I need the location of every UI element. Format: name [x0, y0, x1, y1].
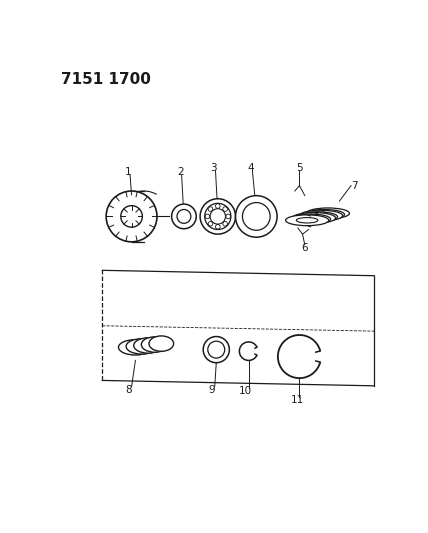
Ellipse shape	[292, 213, 336, 223]
Text: 6: 6	[301, 243, 308, 253]
Ellipse shape	[119, 340, 152, 355]
Text: 4: 4	[248, 163, 254, 173]
Ellipse shape	[300, 210, 342, 221]
Ellipse shape	[306, 208, 350, 219]
Ellipse shape	[106, 191, 157, 242]
Text: 8: 8	[125, 385, 132, 394]
Ellipse shape	[141, 337, 168, 352]
Text: 2: 2	[177, 167, 183, 177]
Ellipse shape	[121, 206, 143, 227]
Text: 3: 3	[211, 163, 217, 173]
Ellipse shape	[303, 215, 325, 221]
Ellipse shape	[242, 203, 270, 230]
Text: 11: 11	[291, 394, 304, 405]
Ellipse shape	[126, 338, 158, 354]
Ellipse shape	[285, 215, 329, 225]
Ellipse shape	[210, 209, 226, 224]
Ellipse shape	[300, 216, 321, 222]
Ellipse shape	[291, 214, 330, 224]
Text: 10: 10	[239, 386, 252, 396]
Ellipse shape	[297, 212, 338, 222]
Ellipse shape	[314, 212, 335, 217]
Ellipse shape	[296, 217, 318, 223]
Ellipse shape	[235, 196, 277, 237]
Text: 7151 1700: 7151 1700	[61, 71, 151, 87]
Ellipse shape	[200, 199, 235, 234]
Ellipse shape	[307, 214, 328, 220]
Ellipse shape	[317, 211, 339, 216]
Text: 9: 9	[208, 385, 215, 394]
Ellipse shape	[205, 203, 231, 230]
Text: 5: 5	[296, 163, 303, 173]
Ellipse shape	[304, 209, 345, 220]
Ellipse shape	[208, 341, 225, 358]
Text: 7: 7	[351, 181, 358, 191]
Ellipse shape	[134, 338, 163, 353]
Ellipse shape	[149, 336, 174, 351]
Ellipse shape	[203, 336, 229, 363]
Ellipse shape	[177, 209, 191, 223]
Ellipse shape	[310, 213, 332, 219]
Ellipse shape	[172, 204, 196, 229]
Text: 1: 1	[125, 167, 132, 177]
